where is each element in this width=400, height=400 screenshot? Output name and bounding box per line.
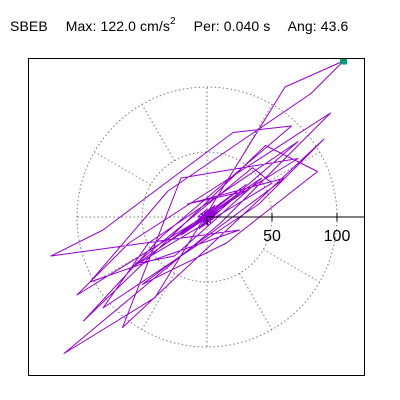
polar-spoke	[94, 151, 151, 185]
ang-value: 43.6	[320, 18, 349, 34]
polar-spoke	[263, 249, 320, 283]
polar-spoke	[141, 104, 175, 161]
max-label: Max:	[65, 18, 97, 34]
plot-header: SBEB Max: 122.0 cm/s2 Per: 0.040 s Ang: …	[10, 16, 349, 34]
ang-label: Ang:	[287, 18, 317, 34]
per-label: Per:	[193, 18, 220, 34]
max-unit-power: 2	[170, 16, 176, 27]
x-tick-label: 50	[263, 228, 281, 245]
x-tick-label: 100	[324, 228, 351, 245]
hodogram-plot: 50 100	[50, 59, 364, 354]
polar-spoke	[239, 273, 273, 330]
polar-spoke	[239, 104, 273, 161]
polar-spoke	[263, 151, 320, 185]
plot-frame: 50 100	[28, 58, 365, 376]
orbit-trace	[50, 60, 344, 354]
polar-spoke	[94, 249, 151, 283]
end-marker	[340, 59, 347, 65]
polar-spoke	[141, 273, 175, 330]
per-value: 0.040 s	[223, 18, 271, 34]
max-value: 122.0 cm/s	[100, 18, 170, 34]
station-code: SBEB	[10, 18, 48, 34]
